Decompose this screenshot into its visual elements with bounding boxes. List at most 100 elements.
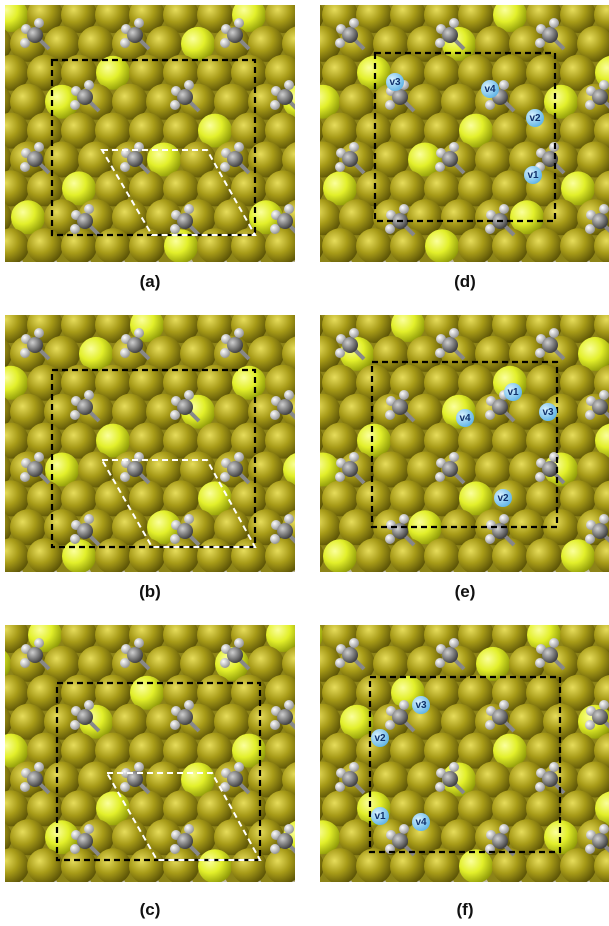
carbon [492, 523, 508, 539]
vacancy-label: v4 [415, 817, 427, 828]
vacancy-label: v2 [497, 493, 509, 504]
carbon [592, 89, 608, 105]
carbon [592, 213, 608, 229]
carbon [77, 523, 93, 539]
carbon [592, 709, 608, 725]
hydrogen [34, 328, 44, 338]
carbon [27, 337, 43, 353]
carbon [392, 833, 408, 849]
hydrogen [399, 514, 409, 524]
hydrogen [349, 142, 359, 152]
hydrogen [84, 204, 94, 214]
hydrogen [234, 762, 244, 772]
carbon [227, 151, 243, 167]
carbon [27, 771, 43, 787]
hydrogen [134, 638, 144, 648]
carbon [127, 27, 143, 43]
carbon [227, 771, 243, 787]
hydrogen [349, 328, 359, 338]
carbon [77, 213, 93, 229]
carbon [277, 523, 293, 539]
carbon [342, 151, 358, 167]
carbon [277, 89, 293, 105]
hydrogen [284, 80, 294, 90]
hydrogen [234, 142, 244, 152]
hydrogen [234, 18, 244, 28]
panel-label: (d) [320, 272, 609, 292]
hydrogen [84, 514, 94, 524]
carbon [227, 461, 243, 477]
hydrogen [284, 514, 294, 524]
carbon [542, 771, 558, 787]
hydrogen [34, 638, 44, 648]
carbon [442, 461, 458, 477]
hydrogen [284, 824, 294, 834]
carbon [442, 647, 458, 663]
carbon [127, 337, 143, 353]
hydrogen [184, 514, 194, 524]
carbon [442, 337, 458, 353]
atom [459, 849, 493, 882]
carbon [277, 833, 293, 849]
carbon [442, 771, 458, 787]
hydrogen [549, 18, 559, 28]
carbon [342, 337, 358, 353]
hydrogen [499, 80, 509, 90]
atom [323, 539, 357, 572]
hydrogen [184, 204, 194, 214]
panel-label: (e) [320, 582, 609, 602]
hydrogen [349, 452, 359, 462]
hydrogen [284, 390, 294, 400]
hydrogen [34, 762, 44, 772]
hydrogen [449, 328, 459, 338]
carbon [542, 461, 558, 477]
hydrogen [134, 18, 144, 28]
carbon [127, 461, 143, 477]
structure-panel [5, 625, 295, 882]
hydrogen [399, 204, 409, 214]
structure-panel [5, 5, 295, 262]
hydrogen [284, 204, 294, 214]
carbon [177, 399, 193, 415]
carbon [27, 461, 43, 477]
vacancy-label: v3 [389, 77, 401, 88]
carbon [27, 27, 43, 43]
carbon [342, 27, 358, 43]
hydrogen [134, 328, 144, 338]
vacancy-label: v1 [527, 170, 539, 181]
structure-panel: v1v3v4v2 [320, 315, 609, 572]
vacancy-label: v3 [415, 700, 427, 711]
hydrogen [84, 824, 94, 834]
vacancy-label: v2 [529, 113, 541, 124]
hydrogen [399, 390, 409, 400]
carbon [392, 709, 408, 725]
structure-panel: v3 v2 v1 v4 [320, 625, 609, 882]
vacancy-label: v1 [374, 811, 386, 822]
panel-label: (b) [5, 582, 295, 602]
hydrogen [84, 700, 94, 710]
hydrogen [599, 390, 609, 400]
hydrogen [84, 80, 94, 90]
carbon [592, 399, 608, 415]
carbon [492, 709, 508, 725]
carbon [27, 151, 43, 167]
hydrogen [234, 638, 244, 648]
hydrogen [499, 824, 509, 834]
hydrogen [234, 328, 244, 338]
panel-label: (c) [5, 900, 295, 920]
carbon [442, 151, 458, 167]
carbon [277, 213, 293, 229]
structure-panel: v3v4v2v1 [320, 5, 609, 262]
hydrogen [449, 452, 459, 462]
hydrogen [599, 824, 609, 834]
atom [561, 539, 595, 572]
hydrogen [599, 514, 609, 524]
carbon [77, 399, 93, 415]
hydrogen [449, 142, 459, 152]
vacancy-label: v2 [374, 733, 386, 744]
atom [198, 849, 232, 882]
hydrogen [349, 638, 359, 648]
carbon [77, 709, 93, 725]
hydrogen [399, 700, 409, 710]
atom [62, 539, 96, 572]
